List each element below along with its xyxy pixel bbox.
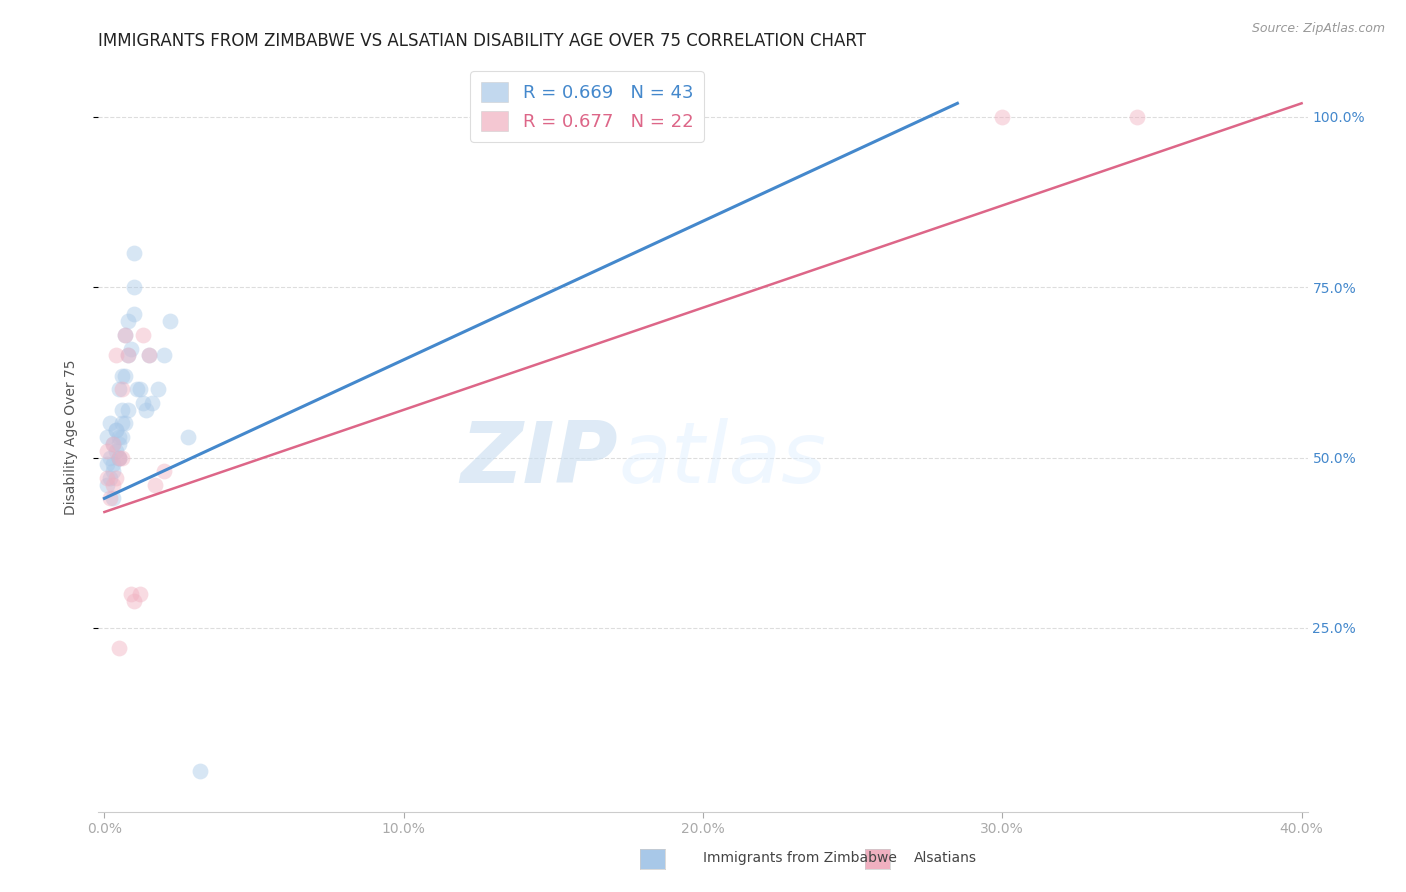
- Point: [111, 430, 134, 444]
- Point: [124, 308, 146, 322]
- Point: [120, 342, 142, 356]
- Point: [114, 417, 136, 431]
- Point: [103, 491, 125, 506]
- Point: [96, 430, 118, 444]
- Text: Source: ZipAtlas.com: Source: ZipAtlas.com: [1251, 22, 1385, 36]
- Point: [96, 458, 118, 472]
- Point: [177, 430, 200, 444]
- Point: [105, 471, 128, 485]
- Text: Immigrants from Zimbabwe: Immigrants from Zimbabwe: [703, 851, 897, 865]
- Point: [96, 477, 118, 491]
- Point: [138, 348, 160, 362]
- Point: [105, 348, 128, 362]
- Point: [100, 417, 122, 431]
- Point: [117, 348, 139, 362]
- Point: [108, 430, 131, 444]
- Point: [117, 402, 139, 417]
- Point: [124, 246, 146, 260]
- Point: [117, 348, 139, 362]
- Point: [108, 437, 131, 451]
- Point: [96, 443, 118, 458]
- Point: [153, 348, 176, 362]
- Point: [108, 450, 131, 465]
- Point: [108, 450, 131, 465]
- Point: [117, 314, 139, 328]
- Point: [129, 587, 152, 601]
- Point: [135, 402, 157, 417]
- Point: [100, 471, 122, 485]
- Point: [105, 443, 128, 458]
- Legend: R = 0.669   N = 43, R = 0.677   N = 22: R = 0.669 N = 43, R = 0.677 N = 22: [470, 71, 704, 142]
- Point: [159, 314, 181, 328]
- Text: ZIP: ZIP: [461, 418, 619, 501]
- Point: [105, 423, 128, 437]
- Point: [108, 641, 131, 656]
- Text: atlas: atlas: [619, 418, 827, 501]
- Point: [100, 450, 122, 465]
- Point: [103, 437, 125, 451]
- Point: [153, 464, 176, 478]
- Point: [103, 458, 125, 472]
- Point: [111, 417, 134, 431]
- Point: [120, 587, 142, 601]
- Point: [111, 368, 134, 383]
- Point: [132, 327, 155, 342]
- Point: [114, 368, 136, 383]
- Point: [100, 491, 122, 506]
- Point: [124, 593, 146, 607]
- Text: Alsatians: Alsatians: [914, 851, 977, 865]
- Point: [1126, 110, 1149, 124]
- Point: [148, 383, 170, 397]
- Point: [141, 396, 163, 410]
- Point: [138, 348, 160, 362]
- Point: [991, 110, 1014, 124]
- Point: [103, 464, 125, 478]
- Point: [188, 764, 211, 778]
- Point: [96, 471, 118, 485]
- Point: [111, 383, 134, 397]
- Point: [105, 423, 128, 437]
- Y-axis label: Disability Age Over 75: Disability Age Over 75: [63, 359, 77, 515]
- Point: [124, 280, 146, 294]
- Point: [132, 396, 155, 410]
- Point: [114, 327, 136, 342]
- Text: IMMIGRANTS FROM ZIMBABWE VS ALSATIAN DISABILITY AGE OVER 75 CORRELATION CHART: IMMIGRANTS FROM ZIMBABWE VS ALSATIAN DIS…: [98, 32, 866, 50]
- Point: [129, 383, 152, 397]
- Point: [103, 477, 125, 491]
- Point: [108, 383, 131, 397]
- Point: [127, 383, 149, 397]
- Point: [108, 450, 131, 465]
- Point: [143, 477, 166, 491]
- Point: [111, 402, 134, 417]
- Point: [111, 450, 134, 465]
- Point: [114, 327, 136, 342]
- Point: [103, 437, 125, 451]
